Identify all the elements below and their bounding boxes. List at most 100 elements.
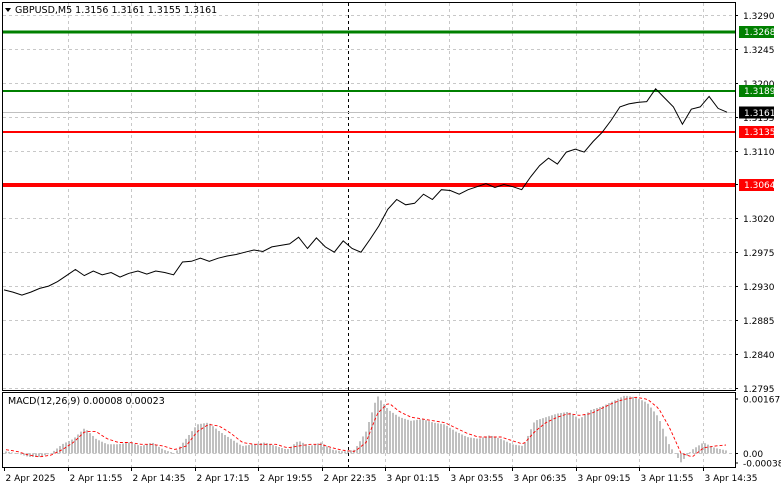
macd-histogram-bar bbox=[65, 442, 67, 454]
macd-histogram-bar bbox=[536, 420, 538, 454]
time-axis-label: 3 Apr 06:35 bbox=[514, 474, 567, 484]
macd-histogram-bar bbox=[611, 401, 613, 454]
macd-histogram-bar bbox=[635, 397, 637, 454]
macd-histogram-bar bbox=[137, 445, 139, 454]
macd-histogram-bar bbox=[458, 433, 460, 454]
macd-histogram-bar bbox=[35, 453, 37, 457]
price-axis-label: 1.2795 bbox=[743, 385, 775, 395]
macd-histogram-bar bbox=[230, 438, 232, 454]
macd-histogram-bar bbox=[389, 410, 391, 454]
macd-histogram-bar bbox=[482, 437, 484, 454]
support-resistance-levels[interactable] bbox=[3, 30, 735, 187]
macd-histogram-bar bbox=[602, 405, 604, 454]
macd-histogram-bar bbox=[371, 412, 373, 454]
macd-histogram-bar bbox=[110, 444, 112, 454]
macd-histogram-bar bbox=[545, 417, 547, 454]
price-axis-label: 1.3110 bbox=[743, 148, 775, 158]
macd-histogram-bar bbox=[725, 450, 727, 454]
macd-histogram-bar bbox=[89, 433, 91, 454]
macd-histogram-bar bbox=[302, 442, 304, 454]
time-axis-label: 2 Apr 14:35 bbox=[133, 474, 186, 484]
macd-histogram-bar bbox=[179, 446, 181, 454]
macd-axis-label: -0.00038 bbox=[743, 460, 781, 470]
macd-histogram-bar bbox=[338, 450, 340, 454]
macd-histogram-bar bbox=[653, 411, 655, 454]
macd-histogram-bar bbox=[113, 444, 115, 454]
macd-histogram-bar bbox=[398, 416, 400, 454]
macd-histogram-bar bbox=[587, 412, 589, 454]
macd-histogram-bar bbox=[50, 453, 52, 454]
macd-histogram-bar bbox=[521, 445, 523, 454]
macd-histogram-bar bbox=[644, 401, 646, 454]
macd-histogram-bar bbox=[77, 434, 79, 454]
price-axis-label: 1.2975 bbox=[743, 249, 775, 259]
macd-histogram-bar bbox=[263, 442, 265, 454]
macd-histogram-bar bbox=[134, 444, 136, 454]
macd-histogram-bar bbox=[74, 437, 76, 454]
macd-histogram-bar bbox=[29, 453, 31, 457]
macd-histogram-bar bbox=[584, 414, 586, 454]
macd-histogram-bar bbox=[227, 436, 229, 454]
macd-histogram-bar bbox=[80, 431, 82, 454]
level-price-tag-label: 1.3189 bbox=[744, 87, 776, 97]
macd-histogram-bar bbox=[410, 420, 412, 454]
macd-histogram-bar bbox=[638, 398, 640, 454]
macd-histogram-bar bbox=[623, 395, 625, 454]
macd-histogram-bar bbox=[620, 397, 622, 454]
macd-histogram-bar bbox=[377, 396, 379, 454]
macd-histogram-bar bbox=[44, 453, 46, 456]
macd-histogram-bar bbox=[86, 430, 88, 454]
macd-histogram-bar bbox=[380, 400, 382, 454]
time-axis-label: 3 Apr 01:15 bbox=[387, 474, 440, 484]
macd-histogram-bar bbox=[437, 423, 439, 454]
macd-histogram-bar bbox=[200, 423, 202, 454]
time-axis[interactable]: 2 Apr 2025 2 Apr 11:55 2 Apr 14:35 2 Apr 17… bbox=[4, 467, 758, 484]
macd-histogram-bar bbox=[713, 447, 715, 454]
macd-histogram-bar bbox=[188, 434, 190, 454]
macd-histogram-bar bbox=[116, 444, 118, 454]
macd-axis[interactable]: 0.00167 0.00-0.00038 bbox=[735, 396, 781, 470]
macd-histogram-bar bbox=[344, 451, 346, 454]
level-price-tag-box bbox=[739, 85, 774, 97]
macd-histogram-bar bbox=[209, 423, 211, 454]
macd-histogram-bar bbox=[56, 448, 58, 454]
macd-histogram-bar bbox=[671, 449, 673, 454]
time-axis-label: 2 Apr 22:35 bbox=[324, 474, 377, 484]
current-price-tag-box bbox=[739, 106, 774, 119]
symbol-menu-triangle-icon[interactable] bbox=[5, 8, 11, 12]
price-axis-label: 1.2840 bbox=[743, 351, 775, 361]
time-axis-label: 3 Apr 09:15 bbox=[578, 474, 631, 484]
macd-histogram-bar bbox=[497, 437, 499, 454]
macd-histogram-bar bbox=[449, 427, 451, 454]
macd-histogram-bar bbox=[32, 453, 34, 457]
macd-histogram-bar bbox=[308, 445, 310, 454]
macd-histogram-bar bbox=[242, 445, 244, 454]
macd-histogram-bar bbox=[443, 424, 445, 454]
level-price-tags: 1.3268 1.3189 1.3135 1.3064 bbox=[739, 26, 776, 191]
macd-histogram-bar bbox=[605, 404, 607, 454]
macd-histogram-bar bbox=[698, 445, 700, 454]
macd-histogram-bar bbox=[413, 420, 415, 454]
macd-histogram-bar bbox=[683, 453, 685, 459]
macd-histogram-bar bbox=[656, 415, 658, 454]
time-axis-label: 2 Apr 2025 bbox=[6, 474, 56, 484]
macd-histogram-bar bbox=[659, 421, 661, 454]
macd-histogram-bar bbox=[464, 435, 466, 454]
macd-histogram-bar bbox=[407, 419, 409, 454]
macd-histogram-bar bbox=[572, 414, 574, 454]
macd-histogram-bar bbox=[452, 429, 454, 454]
macd-histogram-bar bbox=[641, 400, 643, 454]
macd-histogram-bar bbox=[434, 422, 436, 454]
macd-histogram-bar bbox=[569, 412, 571, 454]
macd-histogram-bar bbox=[311, 445, 313, 454]
macd-histogram-bar bbox=[287, 449, 289, 454]
macd-histogram-bar bbox=[395, 414, 397, 454]
macd-histogram-bar bbox=[554, 414, 556, 454]
macd-histogram-bar bbox=[665, 436, 667, 454]
macd-histogram-bar bbox=[143, 445, 145, 454]
macd-histogram-bar bbox=[212, 426, 214, 454]
macd-histogram-bar bbox=[599, 407, 601, 454]
macd-histogram-bar bbox=[266, 443, 268, 454]
